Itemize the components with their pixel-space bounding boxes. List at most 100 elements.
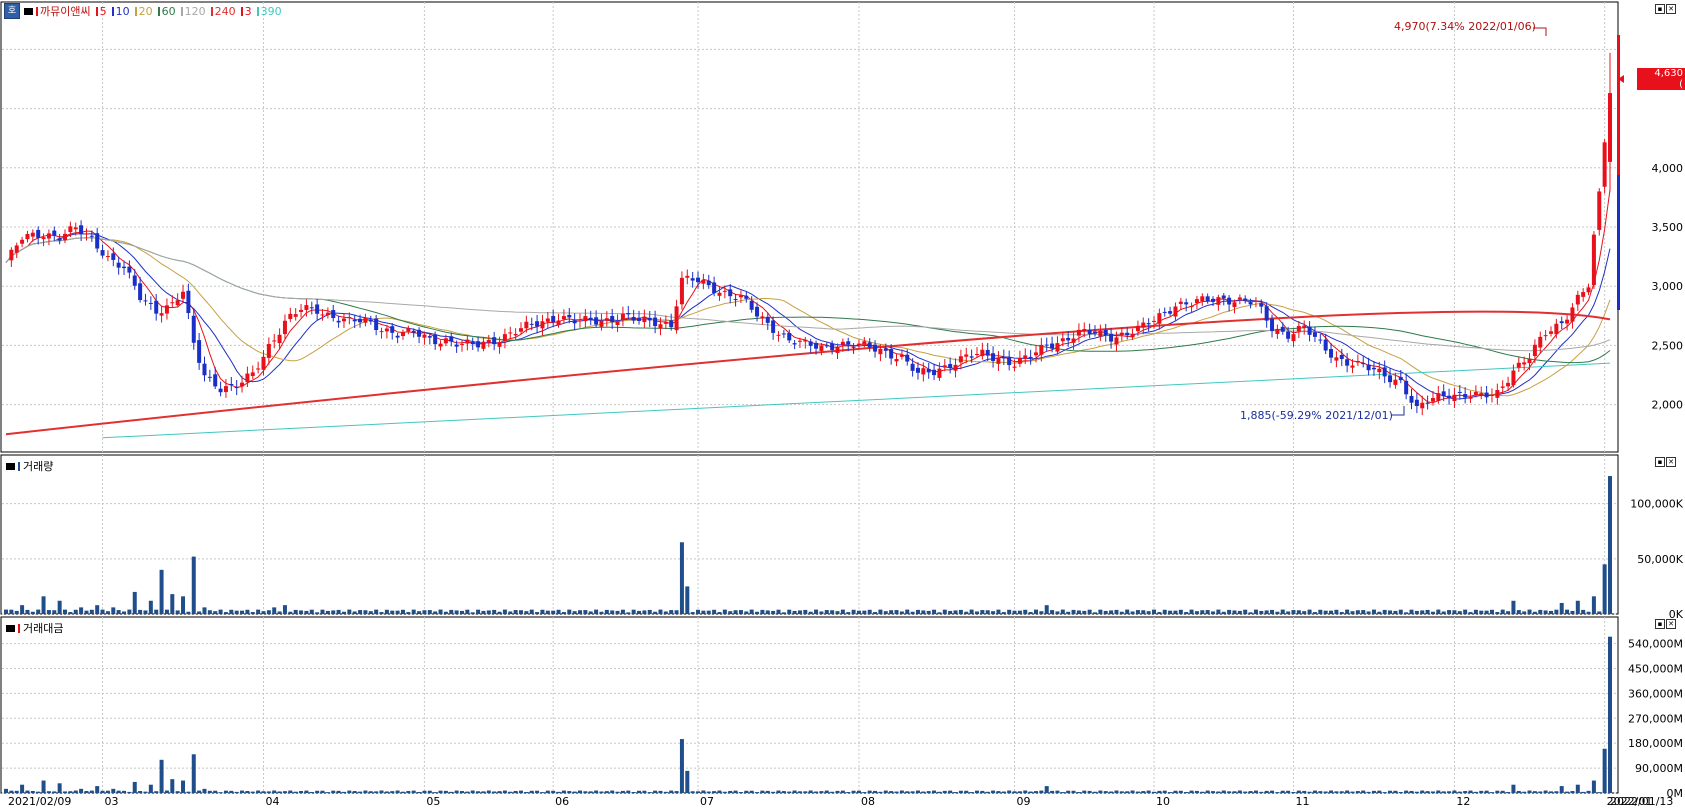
volume-bar xyxy=(89,609,94,614)
volume-bar xyxy=(73,609,78,614)
volume-bar xyxy=(1012,610,1017,614)
candle-body xyxy=(883,348,888,351)
minimize-icon[interactable]: ▪ xyxy=(1655,4,1665,14)
volume-bar xyxy=(132,591,137,614)
amount-bar xyxy=(1479,790,1484,793)
candle-body xyxy=(551,315,556,323)
amount-bar xyxy=(728,790,733,793)
amount-bar xyxy=(25,790,30,793)
close-icon[interactable]: ✕ xyxy=(1666,4,1676,14)
amount-bar xyxy=(1082,790,1087,793)
volume-bar xyxy=(1323,610,1328,614)
legend-ma-item[interactable]: 60 xyxy=(157,5,176,18)
legend-ma-item[interactable]: 120 xyxy=(180,5,206,18)
candle-body xyxy=(604,318,609,321)
amount-bar xyxy=(1007,790,1012,793)
amount-bar xyxy=(433,792,438,793)
minimize-icon[interactable]: ▪ xyxy=(1655,619,1665,629)
amount-tick-label: 450,000M xyxy=(1628,663,1683,676)
legend-ma-item[interactable]: 3 xyxy=(240,5,252,18)
amount-bar xyxy=(1286,790,1291,793)
volume-bar xyxy=(1570,610,1575,614)
amount-bar xyxy=(819,791,824,793)
amount-bar xyxy=(696,791,701,793)
amount-bar xyxy=(476,791,481,793)
amount-bar xyxy=(400,791,405,793)
volume-bar xyxy=(111,607,116,614)
legend-ma-item[interactable]: 20 xyxy=(134,5,153,18)
amount-bar xyxy=(1280,790,1285,793)
candle-body xyxy=(336,320,341,323)
volume-bar xyxy=(1227,609,1232,614)
candle-body xyxy=(1463,394,1468,398)
volume-bar xyxy=(1291,610,1296,614)
volume-bar xyxy=(712,609,717,614)
volume-tick-label: 0K xyxy=(1669,608,1684,621)
volume-bar xyxy=(352,611,357,614)
candle-body xyxy=(1280,326,1285,332)
minimize-icon[interactable]: ▪ xyxy=(1655,457,1665,467)
candle-body xyxy=(309,307,314,309)
legend-ma-label: 5 xyxy=(99,4,107,18)
amount-bar xyxy=(856,790,861,793)
volume-tick-label: 50,000K xyxy=(1637,553,1683,566)
candle-body xyxy=(948,364,953,368)
amount-bar xyxy=(722,791,727,793)
candle-body xyxy=(84,233,89,235)
volume-bar xyxy=(240,610,245,614)
close-icon[interactable]: ✕ xyxy=(1666,619,1676,629)
amount-bar xyxy=(1275,792,1280,793)
amount-bar xyxy=(583,791,588,793)
amount-bar xyxy=(1447,791,1452,793)
candle-body xyxy=(862,341,867,345)
volume-bar xyxy=(411,609,416,614)
legend-ma-item[interactable]: 390 xyxy=(256,4,282,18)
legend-ma-item[interactable]: 240 xyxy=(210,5,236,18)
x-tick-label: 06 xyxy=(555,795,569,808)
amount-bar xyxy=(1232,791,1237,793)
amount-bar xyxy=(207,790,212,793)
candle-body xyxy=(1548,331,1553,334)
legend-color-bar xyxy=(180,6,183,16)
amount-bar xyxy=(127,791,132,793)
candle-body xyxy=(1511,370,1516,386)
amount-bar xyxy=(159,759,164,793)
amount-bar xyxy=(1152,791,1157,793)
amount-bar xyxy=(1194,790,1199,793)
amount-bar xyxy=(1377,790,1382,793)
candle-body xyxy=(449,336,454,342)
volume-bar xyxy=(336,609,341,614)
volume-bar xyxy=(1388,610,1393,614)
legend-ma-item[interactable]: 5 xyxy=(95,4,107,18)
amount-bar xyxy=(36,791,41,793)
candle-body xyxy=(626,313,631,315)
legend-ma-label: 10 xyxy=(115,4,130,18)
amount-bar xyxy=(1017,791,1022,793)
amount-bar xyxy=(223,790,228,793)
volume-bar xyxy=(1527,609,1532,614)
amount-bar xyxy=(438,790,443,793)
candle-body xyxy=(261,356,266,370)
candle-body xyxy=(229,384,234,386)
stock-type-icon[interactable]: 호 xyxy=(4,3,20,19)
legend-stock-name[interactable]: 까뮤이앤씨 xyxy=(36,3,91,19)
volume-bar xyxy=(395,610,400,614)
amount-bar xyxy=(1495,790,1500,793)
legend-ma-item[interactable]: 10 xyxy=(111,4,130,18)
amount-bar xyxy=(30,790,35,793)
close-icon[interactable]: ✕ xyxy=(1666,457,1676,467)
price-pointer-icon xyxy=(1618,75,1624,83)
volume-bar xyxy=(738,610,743,614)
amount-bar xyxy=(1259,791,1264,793)
candle-body xyxy=(79,225,84,234)
amount-bar xyxy=(1302,790,1307,793)
volume-panel-window-buttons: ▪ ✕ xyxy=(1655,457,1676,467)
candle-body xyxy=(234,386,239,389)
legend-ma-label: 390 xyxy=(260,4,282,18)
candle-body xyxy=(1039,344,1044,355)
amount-bar xyxy=(524,791,529,793)
volume-bar xyxy=(272,607,277,614)
volume-bar xyxy=(331,610,336,614)
candle-body xyxy=(744,295,749,299)
